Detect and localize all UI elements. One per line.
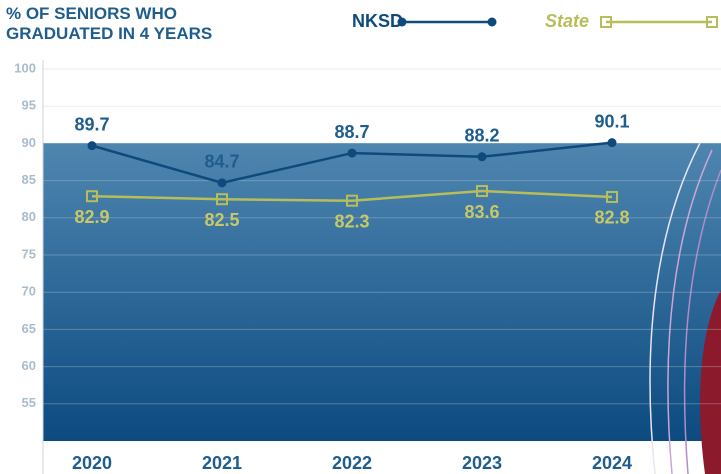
legend-label: State [545,11,589,31]
data-label: 82.5 [204,210,239,230]
y-tick-label: 100 [14,60,36,75]
x-tick-label: 2024 [592,453,632,473]
data-label: 90.1 [594,111,629,131]
data-label: 82.8 [594,208,629,228]
y-tick-label: 90 [22,135,36,150]
data-label: 82.3 [334,211,369,231]
data-label: 84.7 [204,152,239,172]
chart: 55 60 65 70 75 80 85 90 95 100 2020 2021 2022 2023 202… [0,0,721,474]
y-tick-label: 85 [22,172,36,187]
data-label: 88.2 [464,126,499,146]
y-tick-label: 65 [22,321,36,336]
x-tick-label: 2022 [332,453,372,473]
data-label: 82.9 [74,207,109,227]
marker [348,149,357,158]
marker [218,178,227,187]
chart-title: % OF SENIORS WHO GRADUATED IN 4 YEARS [6,4,256,44]
x-tick-label: 2021 [202,453,242,473]
marker [478,152,487,161]
y-tick-label: 60 [22,358,36,373]
page: 55 60 65 70 75 80 85 90 95 100 2020 2021 2022 2023 202… [0,0,721,474]
data-label: 88.7 [334,122,369,142]
legend-marker [488,18,497,27]
x-tick-label: 2020 [72,453,112,473]
y-tick-label: 80 [22,209,36,224]
data-label: 89.7 [74,114,109,134]
legend-marker [398,18,407,27]
y-tick-label: 55 [22,395,36,410]
marker [88,141,97,150]
y-tick-label: 75 [22,246,36,261]
marker [608,138,617,147]
legend-label: NKSD [352,11,403,31]
y-tick-label: 70 [22,284,36,299]
x-tick-label: 2023 [462,453,502,473]
data-label: 83.6 [464,202,499,222]
y-tick-label: 95 [22,98,36,113]
